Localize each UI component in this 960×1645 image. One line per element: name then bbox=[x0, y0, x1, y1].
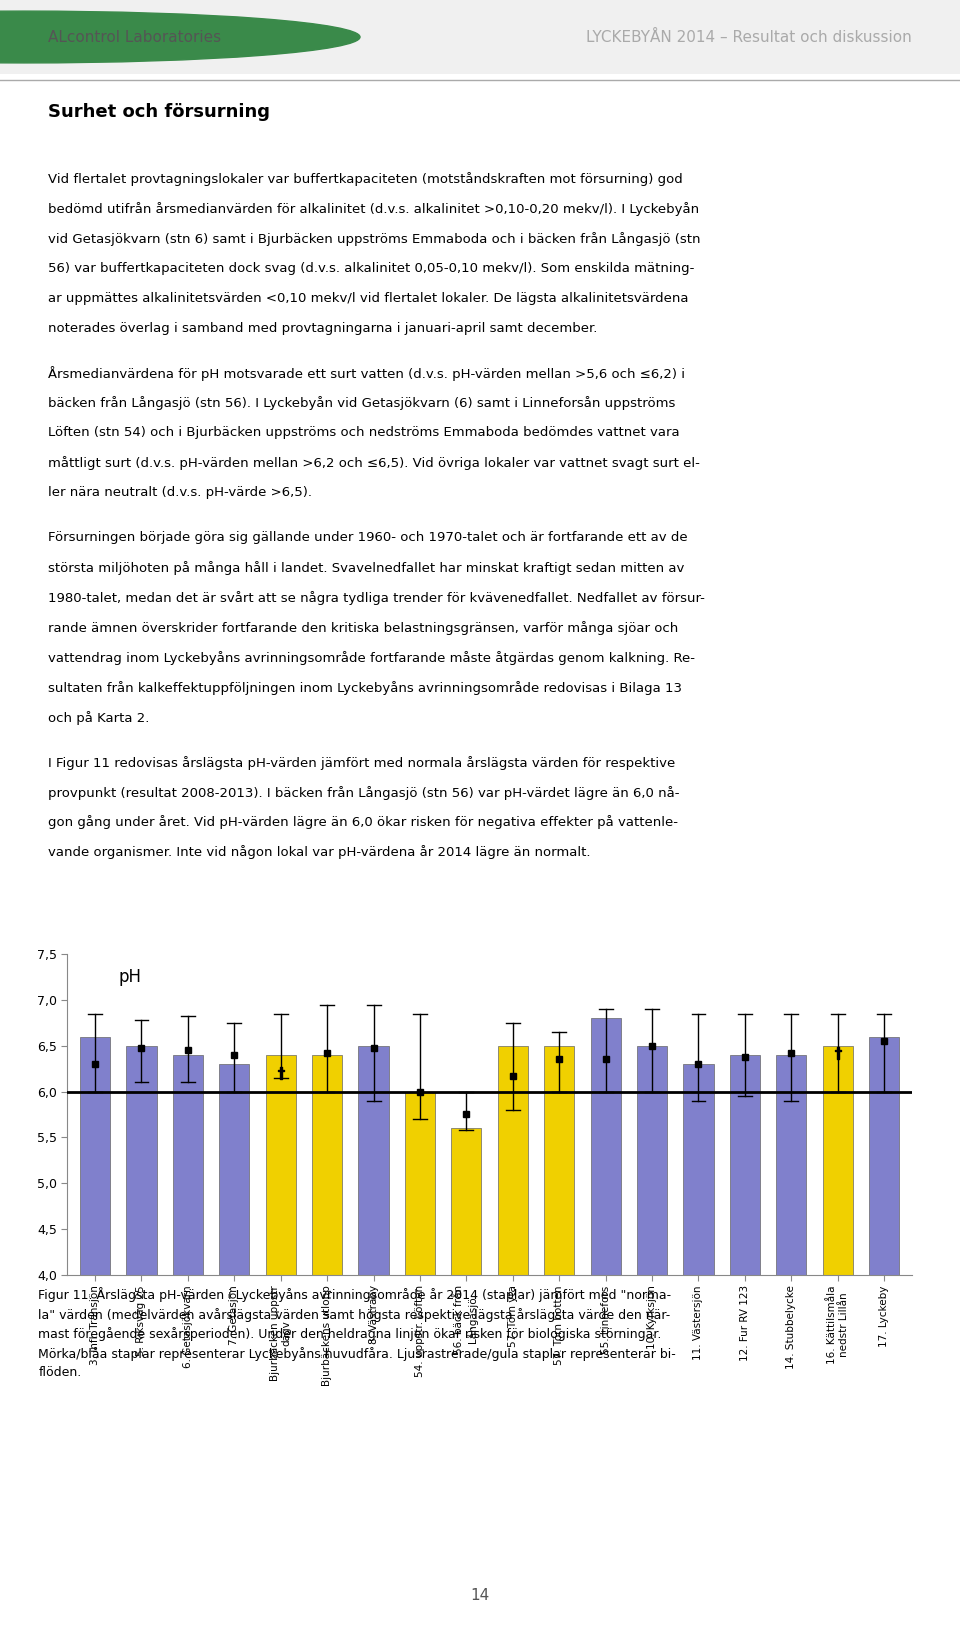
Text: bäcken från Långasjö (stn 56). I Lyckebyån vid Getasjökvarn (6) samt i Linnefors: bäcken från Långasjö (stn 56). I Lyckeby… bbox=[48, 396, 676, 410]
Text: Figur 11. Årslägsta pH-värden i Lyckebyåns avrinningsområde år 2014 (staplar) jä: Figur 11. Årslägsta pH-värden i Lyckebyå… bbox=[38, 1288, 676, 1379]
Bar bbox=[590, 1018, 621, 1275]
Text: vande organismer. Inte vid någon lokal var pH-värdena år 2014 lägre än normalt.: vande organismer. Inte vid någon lokal v… bbox=[48, 846, 590, 859]
Text: Försurningen började göra sig gällande under 1960- och 1970-talet och är fortfar: Försurningen började göra sig gällande u… bbox=[48, 531, 687, 544]
Text: vattendrag inom Lyckebyåns avrinningsområde fortfarande måste åtgärdas genom kal: vattendrag inom Lyckebyåns avrinningsomr… bbox=[48, 651, 695, 665]
Text: provpunkt (resultat 2008-2013). I bäcken från Långasjö (stn 56) var pH-värdet lä: provpunkt (resultat 2008-2013). I bäcken… bbox=[48, 786, 680, 799]
Bar bbox=[823, 1046, 852, 1275]
Text: Surhet och försurning: Surhet och försurning bbox=[48, 104, 270, 122]
Text: Vid flertalet provtagningslokaler var buffertkapaciteten (motståndskraften mot f: Vid flertalet provtagningslokaler var bu… bbox=[48, 171, 683, 186]
Bar bbox=[497, 1046, 528, 1275]
Bar bbox=[80, 1036, 110, 1275]
Bar bbox=[451, 1128, 482, 1275]
Bar bbox=[312, 1054, 342, 1275]
Text: ar uppmättes alkalinitetsvärden <0,10 mekv/l vid flertalet lokaler. De lägsta al: ar uppmättes alkalinitetsvärden <0,10 me… bbox=[48, 291, 688, 304]
Text: vid Getasjökvarn (stn 6) samt i Bjurbäcken uppströms Emmaboda och i bäcken från : vid Getasjökvarn (stn 6) samt i Bjurbäck… bbox=[48, 232, 701, 245]
Text: Löften (stn 54) och i Bjurbäcken uppströms och nedströms Emmaboda bedömdes vattn: Löften (stn 54) och i Bjurbäcken uppströ… bbox=[48, 426, 680, 439]
Bar bbox=[684, 1064, 713, 1275]
Text: pH: pH bbox=[118, 967, 141, 985]
Bar bbox=[127, 1046, 156, 1275]
Text: ALcontrol Laboratories: ALcontrol Laboratories bbox=[48, 30, 221, 44]
Text: och på Karta 2.: och på Karta 2. bbox=[48, 711, 150, 725]
Circle shape bbox=[0, 12, 360, 63]
Text: gon gång under året. Vid pH-värden lägre än 6,0 ökar risken för negativa effekte: gon gång under året. Vid pH-värden lägre… bbox=[48, 816, 678, 829]
Text: rande ämnen överskrider fortfarande den kritiska belastningsgränsen, varför mång: rande ämnen överskrider fortfarande den … bbox=[48, 620, 679, 635]
Text: 14: 14 bbox=[470, 1587, 490, 1604]
Text: LYCKEBYÅN 2014 – Resultat och diskussion: LYCKEBYÅN 2014 – Resultat och diskussion bbox=[587, 30, 912, 44]
Bar bbox=[219, 1064, 250, 1275]
Text: sultaten från kalkeffektuppföljningen inom Lyckebyåns avrinningsområde redovisas: sultaten från kalkeffektuppföljningen in… bbox=[48, 681, 682, 694]
Text: måttligt surt (d.v.s. pH-värden mellan >6,2 och ≤6,5). Vid övriga lokaler var va: måttligt surt (d.v.s. pH-värden mellan >… bbox=[48, 456, 700, 470]
Text: Årsmedianvärdena för pH motsvarade ett surt vatten (d.v.s. pH-värden mellan >5,6: Årsmedianvärdena för pH motsvarade ett s… bbox=[48, 367, 685, 382]
Bar bbox=[869, 1036, 900, 1275]
Bar bbox=[173, 1054, 203, 1275]
Bar bbox=[730, 1054, 760, 1275]
Bar bbox=[405, 1092, 435, 1275]
Text: största miljöhoten på många håll i landet. Svavelnedfallet har minskat kraftigt : största miljöhoten på många håll i lande… bbox=[48, 561, 684, 576]
Text: ler nära neutralt (d.v.s. pH-värde >6,5).: ler nära neutralt (d.v.s. pH-värde >6,5)… bbox=[48, 487, 312, 498]
Bar bbox=[777, 1054, 806, 1275]
Bar bbox=[637, 1046, 667, 1275]
Text: bedömd utifrån årsmedianvärden för alkalinitet (d.v.s. alkalinitet >0,10-0,20 me: bedömd utifrån årsmedianvärden för alkal… bbox=[48, 202, 699, 215]
Text: I Figur 11 redovisas årslägsta pH-värden jämfört med normala årslägsta värden fö: I Figur 11 redovisas årslägsta pH-värden… bbox=[48, 755, 675, 770]
Text: 1980-talet, medan det är svårt att se några tydliga trender för kvävenedfallet. : 1980-talet, medan det är svårt att se nå… bbox=[48, 591, 705, 605]
Bar bbox=[266, 1054, 296, 1275]
Bar bbox=[544, 1046, 574, 1275]
Bar bbox=[358, 1046, 389, 1275]
Text: noterades överlag i samband med provtagningarna i januari-april samt december.: noterades överlag i samband med provtagn… bbox=[48, 321, 597, 334]
Text: 56) var buffertkapaciteten dock svag (d.v.s. alkalinitet 0,05-0,10 mekv/l). Som : 56) var buffertkapaciteten dock svag (d.… bbox=[48, 262, 694, 275]
